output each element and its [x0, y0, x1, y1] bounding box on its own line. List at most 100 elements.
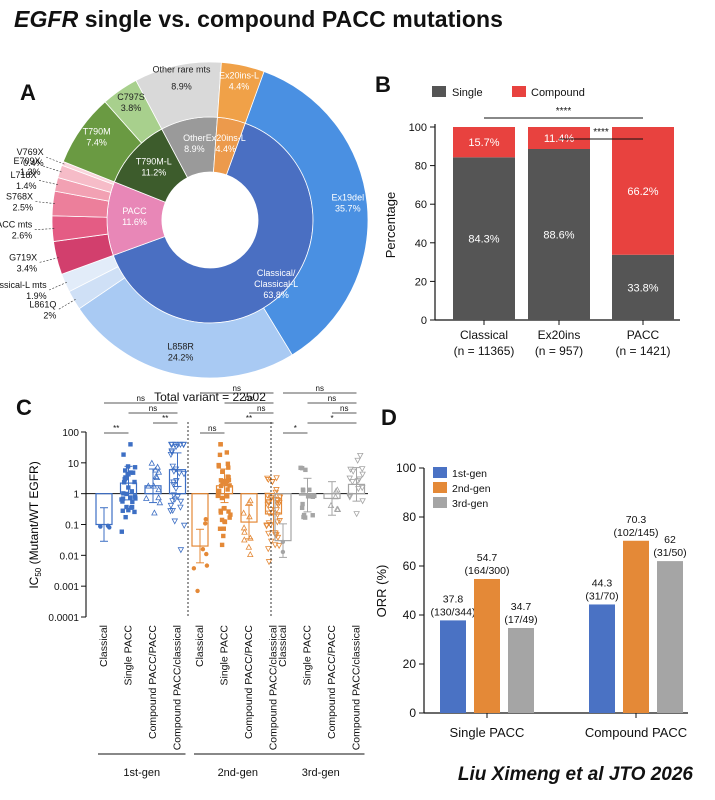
panel-c-point-0-2-11 [145, 482, 152, 489]
panel-c-point-2-3-2 [346, 475, 353, 482]
panel-b-category-0: Classical [460, 328, 508, 342]
panel-a-outer-value-10: 7.4% [86, 137, 107, 147]
panel-c-point-0-3-3 [173, 478, 180, 485]
panel-a-inner-label-3: Other [183, 133, 206, 143]
panel-c-ytick-label-0: 100 [62, 428, 79, 439]
panel-c-sig-label-1-2: ns [257, 404, 265, 413]
panel-c-point-0-2-0 [151, 509, 158, 516]
panel-c-point-1-2-4 [245, 543, 253, 550]
panel-c-point-2-1-7 [303, 467, 308, 473]
panel-c-category-2-3: Compound PACC/classical [351, 625, 363, 750]
panel-a-inner-label-0: Classical/ [257, 268, 296, 278]
panel-a-outer-value-11: 3.8% [121, 103, 142, 113]
panel-c-point-0-3-17 [177, 504, 184, 511]
panel-c-point-0-2-9 [152, 473, 160, 480]
panel-d-bar-1-1 [623, 540, 649, 713]
panel-c-point-0-2-3 [152, 466, 159, 473]
panel-c-point-0-1-17 [129, 489, 135, 494]
panel-a-total-variant: Total variant = 22502 [154, 390, 266, 404]
panel-d-legend-swatch-1 [433, 482, 447, 493]
panel-c-point-0-1-12 [125, 471, 130, 477]
panel-c-point-1-3-37 [263, 522, 270, 529]
panel-c-point-1-1-25 [217, 526, 223, 531]
panel-c-point-1-3-27 [265, 500, 272, 507]
panel-c-point-2-2-0 [334, 486, 341, 493]
panel-c-point-1-0-0 [203, 521, 208, 526]
panel-c-point-0-2-10 [156, 499, 164, 506]
panel-c-point-2-1-6 [310, 494, 316, 499]
panel-c-point-1-3-32 [274, 519, 281, 526]
panel-c-point-1-3-0 [264, 546, 272, 553]
panel-c-point-1-1-34 [220, 469, 225, 475]
panel-a-inner-value-2: 11.2% [141, 168, 166, 178]
panel-c-point-1-3-35 [276, 518, 283, 525]
panel-c-sig-label-2-2: ns [340, 404, 348, 413]
panel-b-ytick-label-2: 40 [415, 238, 427, 250]
panel-b-legend-single-label: Single [452, 87, 483, 99]
panel-b-sig-label-1: **** [593, 127, 609, 138]
panel-d-ytick-label-3: 60 [403, 559, 417, 573]
panel-d-value-0-0: 37.8 [443, 593, 464, 605]
panel-c-point-1-2-7 [247, 534, 254, 541]
panel-c-point-1-3-4 [273, 487, 280, 494]
panel-c-point-0-1-5 [130, 499, 135, 505]
panel-d-bar-1-2 [657, 561, 683, 713]
panel-b-count-2: (n = 1421) [615, 344, 670, 358]
panel-c-point-1-1-4 [222, 478, 227, 484]
panel-d-fraction-0-1: (164/300) [465, 565, 510, 577]
panel-c-group-label-0: 1st-gen [123, 767, 160, 779]
panel-c-sig-label-1-0: ns [233, 384, 241, 393]
panel-d-ylabel: ORR (%) [374, 565, 389, 618]
page-title-rest: single vs. compound PACC mutations [78, 6, 504, 32]
panel-c-point-1-2-3 [241, 536, 248, 543]
panel-a-outer-value-6: 2.5% [12, 202, 33, 212]
panel-a-inner-label-2: T790M-L [136, 157, 172, 167]
panel-d-ytick-label-5: 100 [396, 461, 416, 475]
panel-a-outer-value-5: 2.6% [12, 231, 33, 241]
panel-c-point-1-2-9 [246, 513, 253, 520]
panel-c-point-0-1-20 [125, 464, 131, 469]
panel-d-fraction-0-2: (17/49) [504, 614, 537, 626]
panel-c-point-2-2-4 [332, 493, 339, 500]
panel-c-point-1-1-37 [218, 442, 223, 447]
panel-c-sig-label-2-3: * [330, 414, 333, 423]
panel-d-ytick-label-1: 20 [403, 657, 417, 671]
panel-a-outer-value-9: 0.4% [23, 158, 44, 168]
panel-b-ytick-label-5: 100 [409, 122, 427, 134]
panel-b-legend-compound-swatch [512, 86, 526, 97]
panel-c-point-1-3-39 [267, 496, 275, 503]
panel-c-point-2-1-15 [299, 505, 305, 511]
panel-c-point-2-0-0 [280, 539, 286, 545]
panel-a-outer-label-4: G719X [9, 252, 37, 262]
panel-c-ylabel-rest: (Mutant/WT EGFR) [27, 461, 41, 567]
panel-a-letter: A [20, 80, 36, 105]
panel-b-ylabel: Percentage [383, 192, 398, 259]
panel-c-point-0-3-31 [171, 518, 179, 525]
panel-c-point-1-1-29 [225, 494, 230, 499]
panel-b-ytick-label-4: 80 [415, 161, 427, 173]
panel-c-point-2-3-3 [347, 466, 354, 473]
panel-a-outer-label-12: Other rare mts [152, 64, 211, 74]
panel-d-bar-0-0 [440, 620, 466, 713]
panel-b-legend-single-swatch [432, 86, 446, 97]
panel-c-point-1-1-13 [226, 509, 231, 514]
panel-a-outer-label-3: Other classical-L mts [0, 280, 47, 290]
panel-c-category-2-1: Single PACC [302, 625, 314, 686]
panel-a-inner-value-3: 8.9% [184, 144, 205, 154]
panel-c-point-2-3-6 [353, 511, 360, 518]
panel-a-outer-value-8: 1.3% [20, 167, 41, 177]
panel-c-category-1-2: Compound PACC/PACC [243, 625, 255, 739]
panel-c-point-0-3-4 [169, 463, 177, 470]
panel-c-category-0-1: Single PACC [123, 625, 135, 686]
panel-d-value-0-1: 54.7 [477, 552, 498, 564]
panel-a-outer-slice-0 [244, 71, 369, 356]
panel-d-legend-label-2: 3rd-gen [452, 498, 488, 510]
panel-c-point-0-1-32 [124, 475, 129, 481]
panel-c-sig-label-0-3: ** [113, 424, 119, 433]
panel-b-bar-compound-0 [453, 127, 515, 158]
panel-d-letter: D [381, 405, 397, 430]
panel-c-sig-label-1-3: ** [246, 414, 252, 423]
